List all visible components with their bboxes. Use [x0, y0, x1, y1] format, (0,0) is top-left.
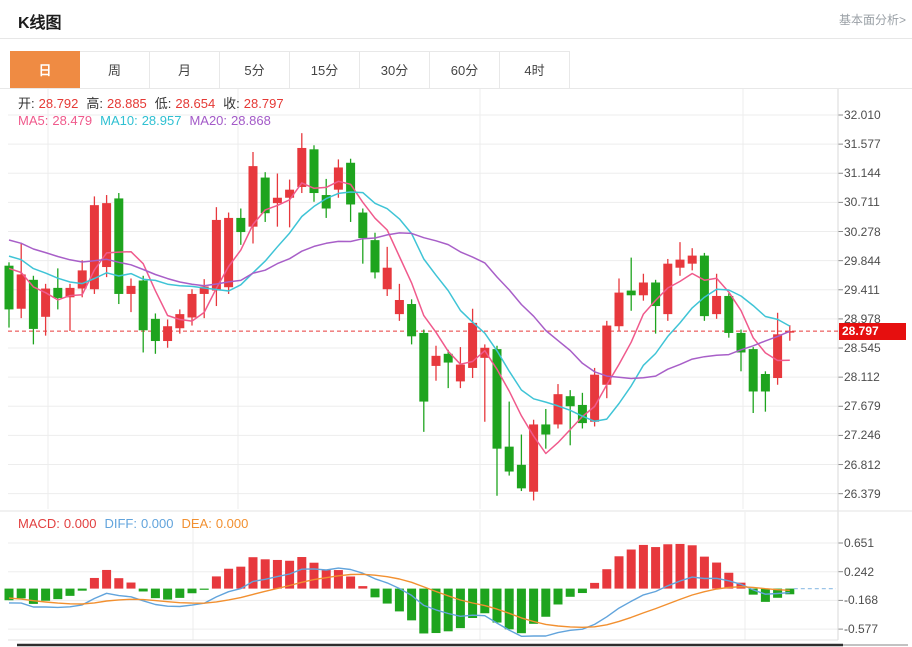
- price-axis-label: 30.711: [844, 195, 880, 210]
- ohlc-legend: 开: 28.792 高: 28.885 低: 28.654 收: 28.797: [18, 93, 292, 112]
- macd-axis-label: -0.577: [844, 622, 879, 637]
- price-axis-label: 26.379: [844, 486, 881, 501]
- tab-interval-6[interactable]: 60分: [430, 51, 500, 88]
- legend-item: MA10: 28.957: [100, 113, 182, 128]
- macd-axis-label: 0.651: [844, 536, 875, 550]
- price-axis-label: 28.112: [844, 370, 880, 385]
- price-axis-label: 29.844: [844, 253, 881, 268]
- price-axis-label: 31.577: [844, 137, 881, 152]
- price-axis-label: 30.278: [844, 224, 881, 239]
- interval-tabs: 日周月 5分 15分 30分 60分 4时: [10, 51, 570, 88]
- legend-item: DEA: 0.000: [181, 516, 249, 531]
- price-axis-label: 27.246: [844, 428, 881, 443]
- legend-item: DIFF: 0.000: [104, 516, 174, 531]
- price-axis-label: 28.978: [844, 311, 881, 326]
- page-header: K线图 基本面分析>: [0, 0, 912, 39]
- current-price-badge: 28.797: [839, 323, 906, 340]
- price-axis-label: 27.679: [844, 399, 881, 414]
- macd-axis-label: 0.242: [844, 564, 875, 579]
- price-axis-label: 29.411: [844, 282, 880, 297]
- macd-axis-label: -0.168: [844, 593, 879, 608]
- legend-item: 收: 28.797: [223, 96, 284, 111]
- page-title: K线图: [18, 15, 62, 32]
- legend-item: MA20: 28.868: [189, 113, 271, 128]
- legend-item: 高: 28.885: [86, 96, 147, 111]
- fundamental-analysis-link[interactable]: 基本面分析>: [838, 13, 906, 27]
- legend-item: MACD: 0.000: [18, 516, 97, 531]
- price-axis-label: 26.812: [844, 457, 881, 472]
- legend-item: 低: 28.654: [154, 96, 216, 111]
- tab-interval-7[interactable]: 4时: [500, 51, 570, 88]
- ma-legend: MA5: 28.479 MA10: 28.957 MA20: 28.868: [18, 113, 279, 128]
- tab-interval-1[interactable]: 周: [80, 51, 150, 88]
- tabs-underline: [0, 88, 912, 89]
- legend-item: MA5: 28.479: [18, 113, 93, 128]
- tab-interval-5[interactable]: 30分: [360, 51, 430, 88]
- tab-interval-2[interactable]: 月: [150, 51, 220, 88]
- price-axis-label: 28.545: [844, 341, 881, 356]
- tab-interval-3[interactable]: 5分: [220, 51, 290, 88]
- price-axis-label: 32.010: [844, 108, 881, 122]
- tab-interval-4[interactable]: 15分: [290, 51, 360, 88]
- price-axis-label: 31.144: [844, 166, 881, 181]
- legend-item: 开: 28.792: [18, 96, 79, 111]
- macd-legend: MACD: 0.000 DIFF: 0.000 DEA: 0.000: [18, 516, 256, 531]
- tab-interval-0[interactable]: 日: [10, 51, 80, 88]
